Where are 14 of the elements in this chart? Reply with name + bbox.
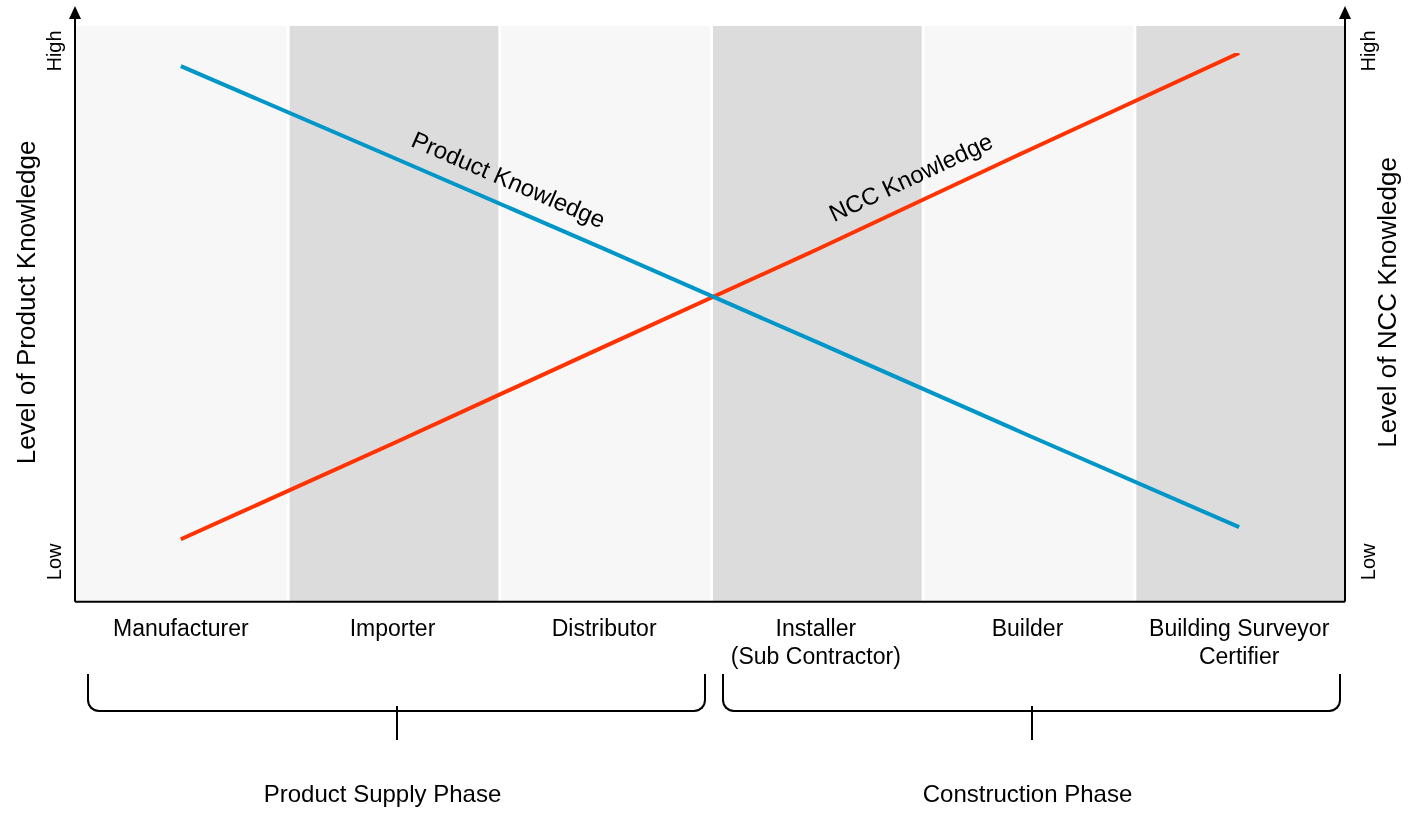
x-tick-label: Installer (Sub Contractor) [730, 614, 901, 669]
x-tick-label: Builder [991, 614, 1064, 641]
text: High [42, 30, 65, 72]
text: High [1356, 30, 1379, 72]
x-tick-label: Importer [349, 614, 436, 641]
y2-axis-title: Level of NCC Knowledge [1372, 157, 1403, 448]
text: Low [42, 542, 65, 581]
text: Low [1356, 542, 1379, 581]
y-axis-title: Level of Product Knowledge [11, 140, 42, 465]
text: Construction Phase [922, 779, 1133, 807]
x-tick-label: Manufacturer [113, 614, 249, 641]
text: Product Supply Phase [263, 779, 502, 807]
x-tick-label: Building Surveyor Certifier [1149, 614, 1330, 669]
x-tick-label: Distributor [551, 614, 657, 641]
